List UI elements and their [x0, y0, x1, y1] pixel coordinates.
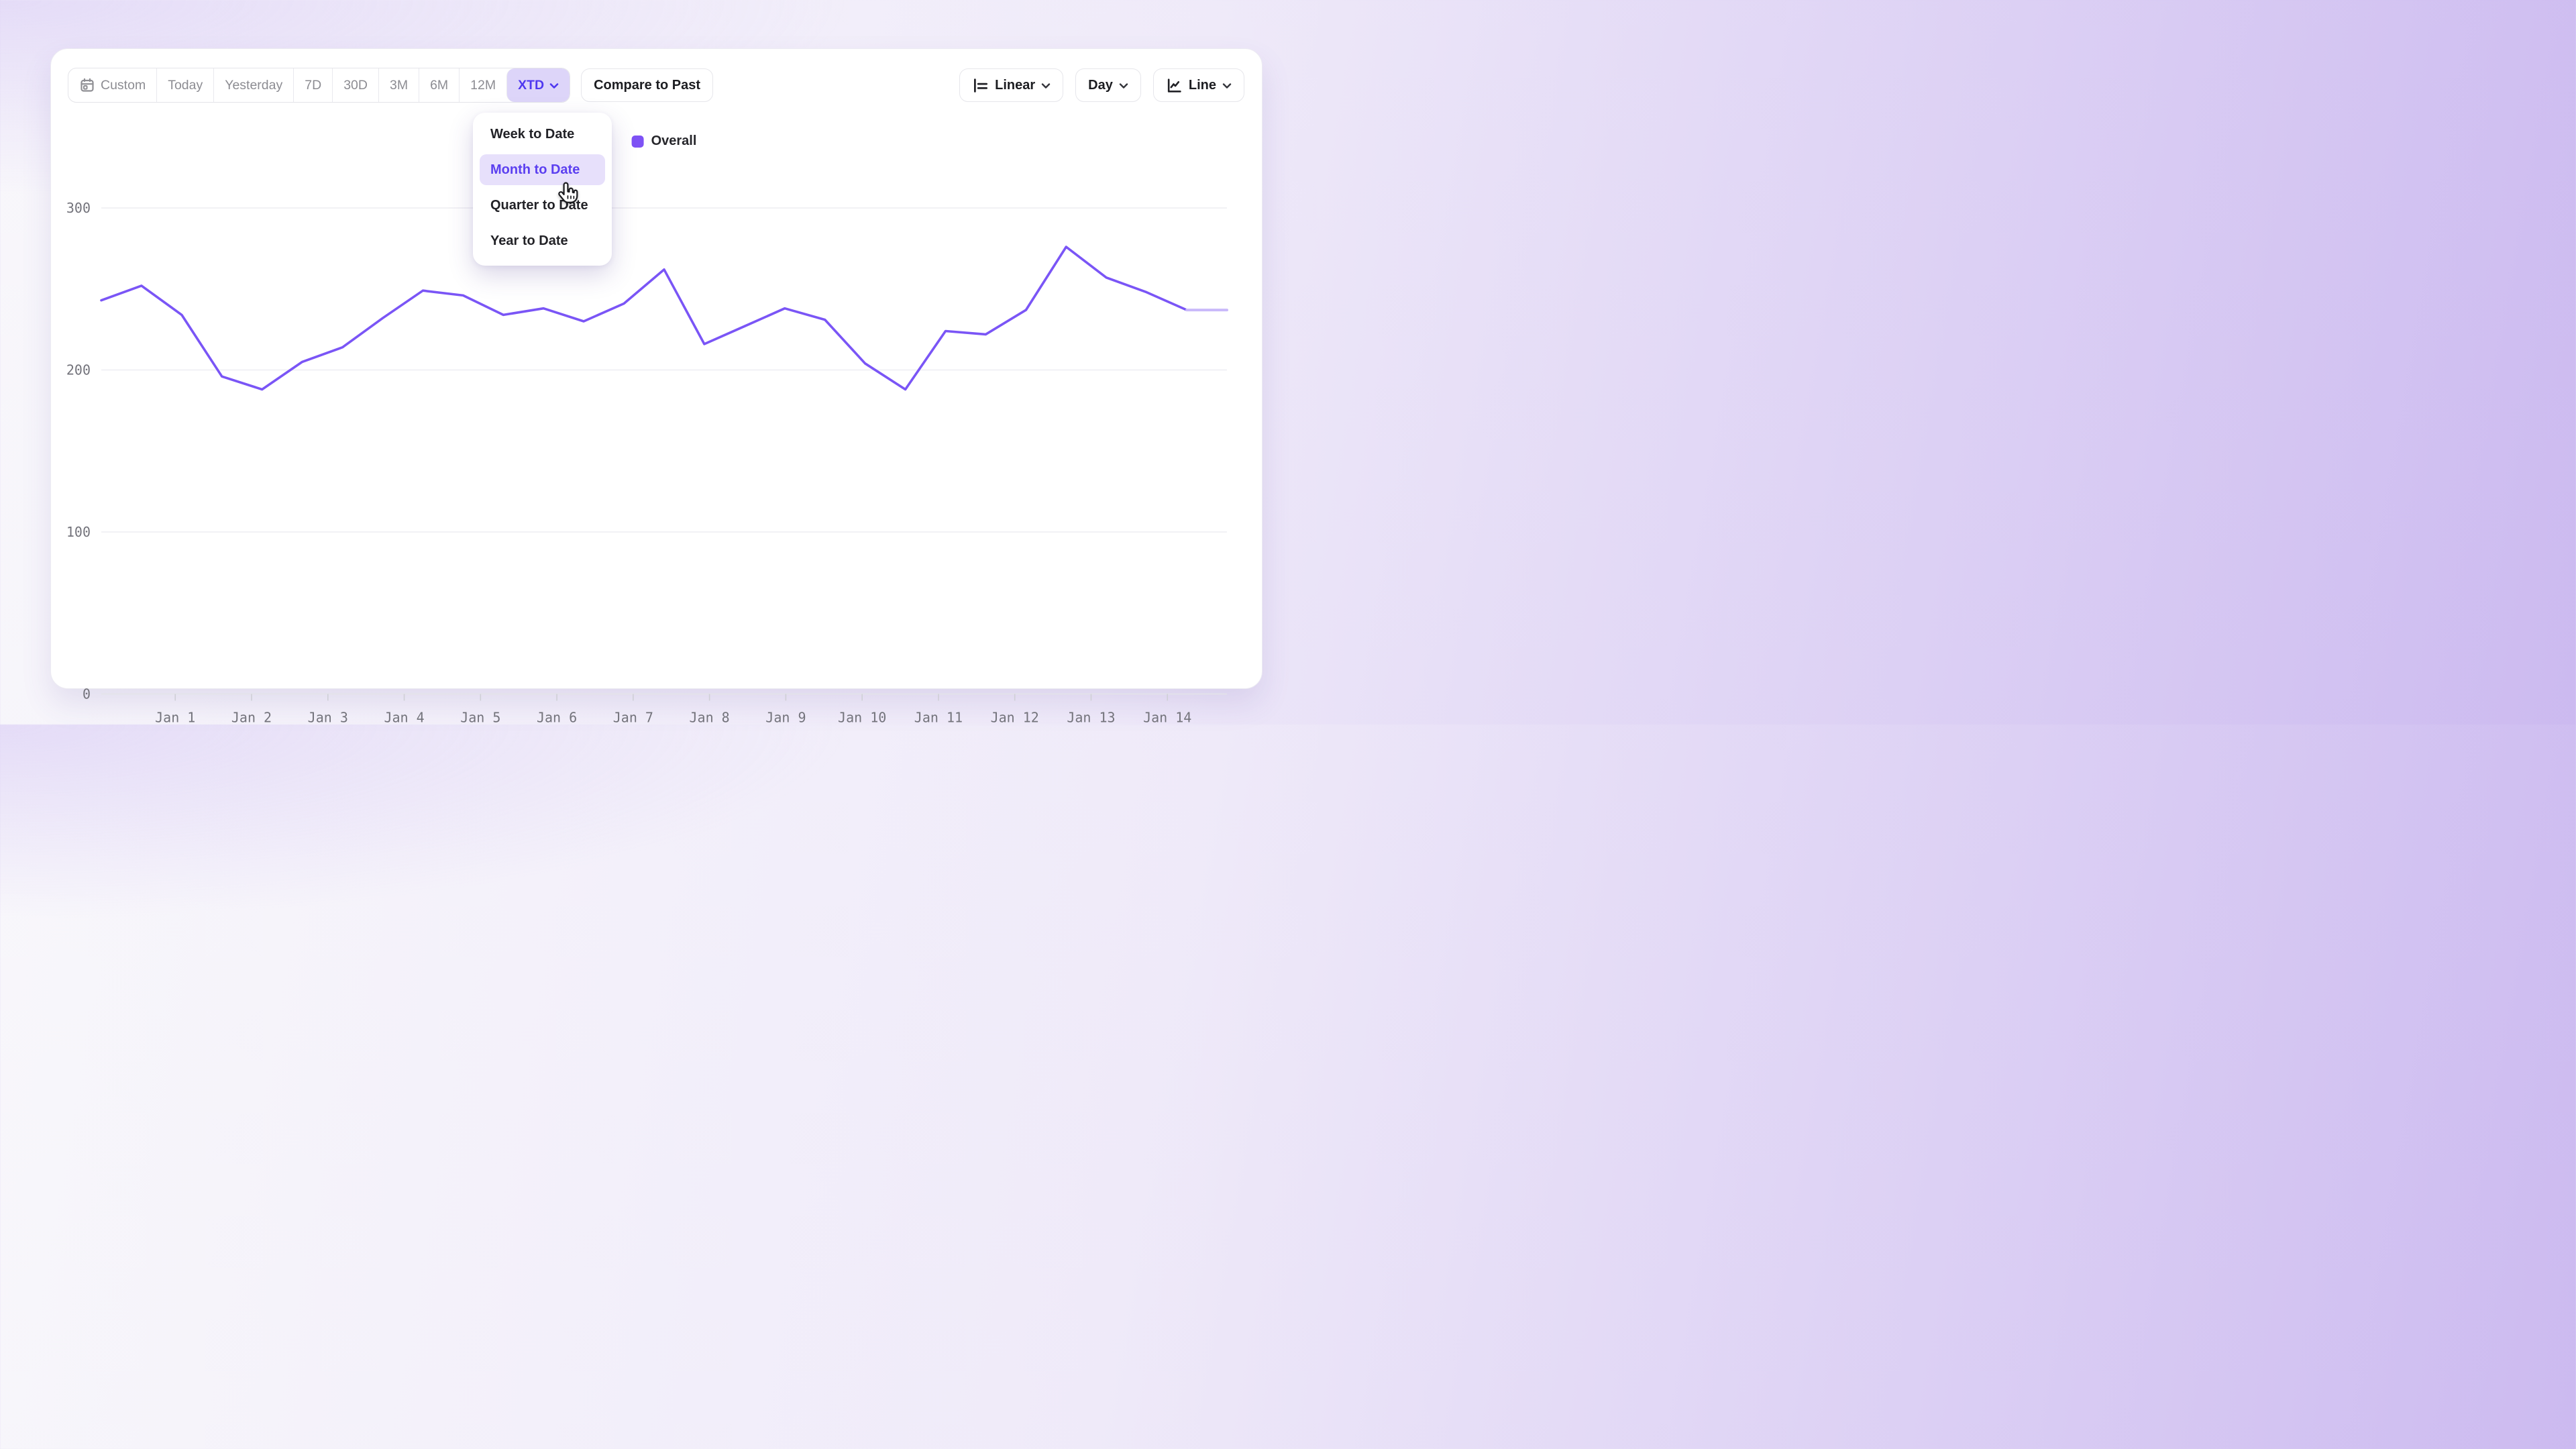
segment-label: 6M: [430, 77, 449, 93]
svg-text:Jan 11: Jan 11: [914, 710, 963, 726]
menu-item-week-to-date[interactable]: Week to Date: [490, 126, 575, 142]
menu-item-quarter-to-date[interactable]: Quarter to Date: [490, 197, 588, 213]
date-range-segment-30d[interactable]: 30D: [332, 68, 378, 102]
segment-label: Today: [168, 77, 203, 93]
segment-label: Yesterday: [225, 77, 283, 93]
scale-label: Linear: [995, 77, 1036, 93]
svg-text:Jan 13: Jan 13: [1067, 710, 1115, 726]
date-range-segment-12m[interactable]: 12M: [459, 68, 506, 102]
menu-item-year-to-date[interactable]: Year to Date: [490, 233, 568, 248]
granularity-label: Day: [1088, 77, 1113, 93]
toolbar: Custom Today Yesterday 7D 30D 3M 6M 12M XTD Comp…: [68, 68, 1244, 103]
chart-card: Custom Today Yesterday 7D 30D 3M 6M 12M XTD Comp…: [50, 48, 1263, 726]
chevron-down-icon: [1041, 81, 1051, 90]
page: Custom Today Yesterday 7D 30D 3M 6M 12M XTD Comp…: [0, 0, 1288, 726]
granularity-dropdown-button[interactable]: Day: [1075, 68, 1141, 102]
svg-text:200: 200: [66, 362, 91, 378]
date-range-segment-7d[interactable]: 7D: [293, 68, 332, 102]
scale-dropdown-button[interactable]: Linear: [959, 68, 1064, 102]
calendar-icon: [79, 77, 95, 93]
segment-label: 30D: [343, 77, 368, 93]
linear-scale-icon: [972, 77, 989, 94]
chevron-down-icon: [549, 81, 559, 90]
legend-label: Overall: [651, 133, 697, 148]
legend-swatch: [631, 135, 644, 148]
svg-text:300: 300: [66, 200, 91, 216]
date-range-segment-yesterday[interactable]: Yesterday: [213, 68, 293, 102]
segment-label: Custom: [101, 77, 146, 93]
cursor-pointer-icon: [555, 182, 580, 211]
chevron-down-icon: [1222, 81, 1232, 90]
svg-text:Jan 3: Jan 3: [308, 710, 348, 726]
chevron-down-icon: [1119, 81, 1128, 90]
segment-label: 12M: [470, 77, 496, 93]
chart-type-label: Line: [1188, 77, 1216, 93]
svg-text:Jan 7: Jan 7: [613, 710, 653, 726]
segment-label: XTD: [518, 77, 545, 93]
chart-svg: 0 100 200 300 Jan 1 Jan 2 Jan 3 Jan 4 Jan 5 Jan 6…: [66, 200, 1228, 726]
svg-text:Jan 12: Jan 12: [991, 710, 1039, 726]
compare-to-past-button[interactable]: Compare to Past: [581, 68, 714, 102]
date-range-segment-today[interactable]: Today: [156, 68, 213, 102]
date-range-dropdown-menu: Week to Date Month to Date Quarter to Date…: [473, 113, 612, 266]
svg-text:0: 0: [83, 686, 91, 702]
segment-label: 3M: [389, 77, 409, 93]
compare-to-past-label: Compare to Past: [594, 77, 701, 93]
svg-text:100: 100: [66, 524, 91, 540]
svg-text:Jan 9: Jan 9: [765, 710, 806, 726]
date-range-segment-custom[interactable]: Custom: [68, 68, 156, 102]
svg-text:Jan 4: Jan 4: [384, 710, 424, 726]
chart-options-group: Linear Day: [959, 68, 1244, 102]
menu-item-month-to-date[interactable]: Month to Date: [480, 154, 605, 185]
svg-text:Jan 14: Jan 14: [1143, 710, 1191, 726]
legend[interactable]: Overall: [631, 133, 697, 149]
date-range-segment-3m[interactable]: 3M: [378, 68, 419, 102]
svg-text:Jan 2: Jan 2: [231, 710, 272, 726]
date-range-segment-xtd[interactable]: XTD: [506, 68, 570, 102]
segment-label: 7D: [305, 77, 322, 93]
svg-text:Jan 10: Jan 10: [838, 710, 886, 726]
svg-text:Jan 5: Jan 5: [460, 710, 500, 726]
chart-type-dropdown-button[interactable]: Line: [1152, 68, 1244, 102]
date-range-segment-6m[interactable]: 6M: [419, 68, 459, 102]
date-range-segmented-control: Custom Today Yesterday 7D 30D 3M 6M 12M XTD: [68, 68, 571, 103]
svg-text:Jan 6: Jan 6: [537, 710, 577, 726]
svg-text:Jan 1: Jan 1: [155, 710, 195, 726]
line-chart-icon: [1166, 77, 1183, 94]
svg-text:Jan 8: Jan 8: [690, 710, 730, 726]
